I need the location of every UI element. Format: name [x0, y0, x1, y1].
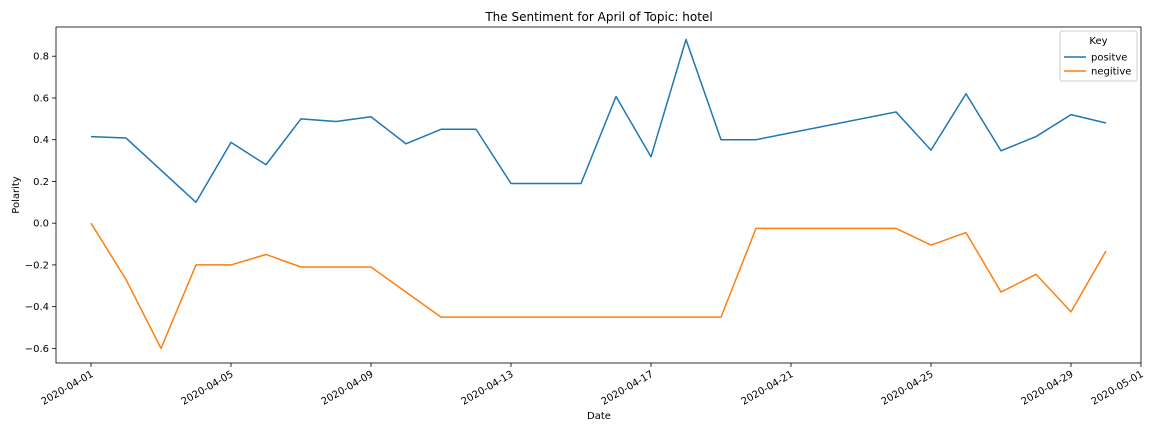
x-tick-label: 2020-04-25	[880, 369, 936, 408]
y-tick-label: −0.2	[25, 260, 49, 271]
y-tick-label: 0.2	[33, 177, 49, 188]
x-axis: 2020-04-01 2020-04-05 2020-04-09 2020-04-13…	[40, 363, 1146, 408]
x-axis-label: Date	[587, 411, 611, 422]
plot-frame	[55, 26, 1142, 364]
legend-label-positve: positve	[1091, 53, 1127, 64]
legend: Key positve negitive	[1059, 30, 1138, 82]
y-tick-label: 0.8	[33, 52, 49, 63]
legend-items: positve negitive	[1064, 53, 1131, 78]
x-tick-label: 2020-05-01	[1090, 369, 1146, 408]
x-tick-label: 2020-04-13	[460, 369, 516, 408]
y-tick-label: −0.6	[25, 344, 49, 355]
x-tick-label: 2020-04-01	[40, 369, 96, 408]
series-line-positve	[90, 38, 1107, 204]
x-tick-label: 2020-04-05	[180, 369, 236, 408]
y-tick-label: 0.0	[33, 219, 49, 230]
x-tick-label: 2020-04-17	[600, 369, 656, 408]
x-tick-label: 2020-04-21	[740, 369, 796, 408]
y-axis: −0.6 −0.4 −0.2 0.0 0.2 0.4 0.6 0.8	[25, 52, 56, 355]
x-tick-label: 2020-04-09	[320, 369, 376, 408]
series-layer	[90, 38, 1107, 350]
legend-label-negitive: negitive	[1091, 67, 1131, 78]
chart-title: The Sentiment for April of Topic: hotel	[484, 10, 712, 24]
x-tick-label: 2020-04-29	[1020, 369, 1076, 408]
y-tick-label: 0.4	[33, 135, 49, 146]
y-tick-label: 0.6	[33, 93, 49, 104]
y-axis-label: Polarity	[11, 176, 22, 214]
legend-box	[1059, 30, 1138, 82]
series-line-negitive	[90, 222, 1107, 350]
legend-title: Key	[1089, 36, 1107, 47]
y-tick-label: −0.4	[25, 302, 49, 313]
